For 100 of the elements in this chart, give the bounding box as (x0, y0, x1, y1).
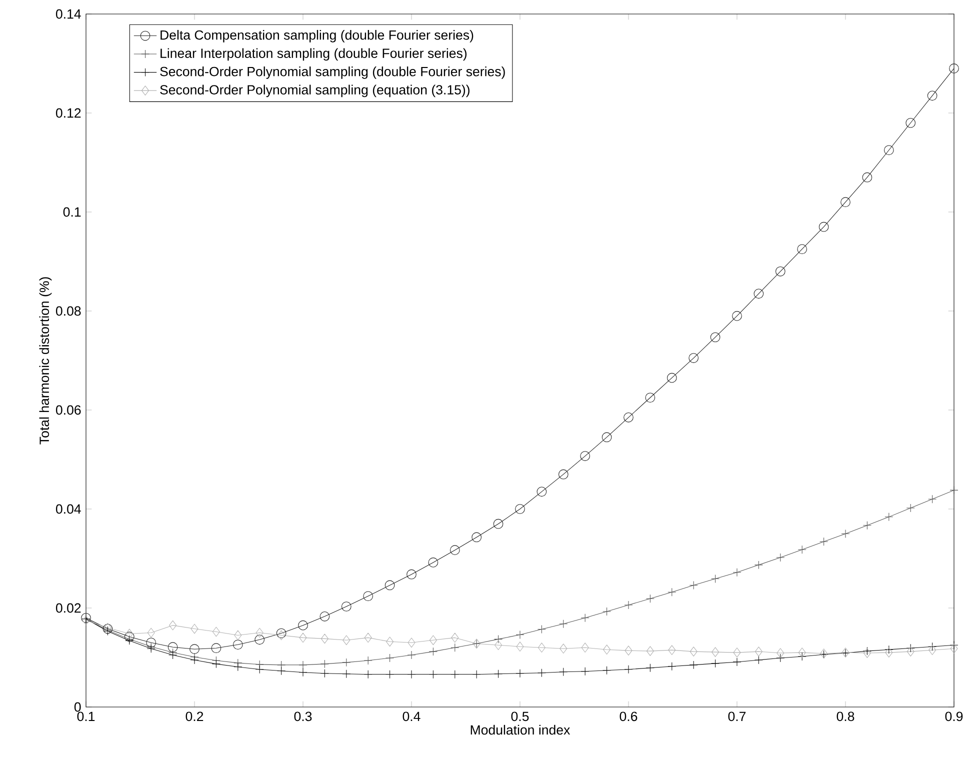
point (602, 666, 612, 675)
point (559, 668, 568, 676)
point (689, 660, 698, 670)
point (690, 646, 698, 656)
point (711, 574, 720, 584)
point (754, 656, 763, 664)
point (190, 644, 200, 654)
point (884, 512, 894, 522)
point (624, 646, 632, 656)
point (560, 644, 568, 654)
x-tick-label: 0.9 (945, 712, 963, 722)
point (428, 558, 438, 568)
point (169, 620, 177, 630)
point (732, 568, 742, 577)
point (754, 646, 762, 656)
x-tick-label: 0.4 (402, 712, 420, 722)
point (906, 504, 915, 512)
point (450, 670, 460, 679)
point (927, 90, 938, 101)
point (256, 628, 264, 638)
point (342, 658, 351, 667)
point (516, 630, 524, 639)
point (689, 580, 698, 590)
x-axis-title: Modulation index (470, 724, 570, 735)
point (862, 646, 872, 656)
x-tick-label: 0.7 (728, 712, 746, 722)
point (494, 634, 503, 644)
point (732, 311, 742, 321)
point (798, 648, 806, 658)
point (646, 664, 654, 672)
point (862, 172, 872, 182)
point (386, 636, 394, 647)
x-tick-label: 0.1 (77, 712, 95, 722)
point (776, 654, 785, 662)
point (928, 494, 937, 504)
point (798, 652, 806, 661)
point (624, 412, 634, 422)
point (234, 662, 242, 672)
point (277, 660, 286, 670)
point (537, 625, 546, 634)
point (537, 668, 546, 678)
point (428, 670, 438, 679)
point (429, 635, 437, 646)
point (754, 288, 764, 299)
x-tick-label: 0.3 (294, 712, 312, 722)
point (559, 620, 568, 628)
point (711, 659, 720, 668)
point (406, 569, 416, 580)
point (776, 648, 784, 658)
point (536, 486, 547, 497)
point (581, 642, 589, 653)
point (407, 650, 416, 660)
point (646, 594, 654, 603)
point (341, 602, 352, 612)
point (733, 648, 741, 658)
y-tick-label: 0 (74, 702, 81, 712)
point (168, 642, 178, 652)
point (363, 591, 374, 602)
point (472, 532, 482, 542)
point (668, 588, 676, 596)
point (818, 222, 829, 232)
point (666, 372, 677, 383)
x-tick-label: 0.5 (511, 712, 529, 722)
point (646, 646, 654, 656)
point (928, 642, 937, 651)
point (190, 656, 199, 664)
point (840, 197, 850, 208)
point (320, 669, 329, 678)
point (516, 669, 524, 678)
point (950, 640, 958, 650)
point (712, 647, 720, 657)
point (298, 668, 308, 677)
point (602, 607, 612, 616)
y-tick-label: 0.04 (56, 504, 81, 514)
legend-label: Linear Interpolation sampling (double Fourier series) (160, 48, 467, 61)
point (928, 645, 936, 655)
point (255, 665, 264, 674)
point (450, 643, 460, 652)
point (232, 640, 243, 650)
point (234, 630, 242, 640)
point (364, 656, 372, 665)
point (299, 632, 307, 643)
point (386, 654, 394, 662)
point (603, 644, 611, 654)
point (775, 266, 786, 276)
y-tick-label: 0.14 (56, 9, 81, 19)
point (493, 518, 504, 529)
point (450, 545, 460, 555)
point (126, 628, 134, 639)
point (451, 632, 459, 643)
y-tick-label: 0.06 (56, 405, 81, 415)
point (797, 244, 808, 254)
point (298, 660, 308, 670)
point (754, 560, 763, 570)
x-tick-label: 0.8 (836, 712, 854, 722)
point (384, 580, 395, 590)
legend-label: Second-Order Polynomial sampling (double Fourier series) (160, 66, 505, 79)
point (602, 432, 612, 442)
point (863, 648, 871, 658)
point (645, 392, 656, 403)
